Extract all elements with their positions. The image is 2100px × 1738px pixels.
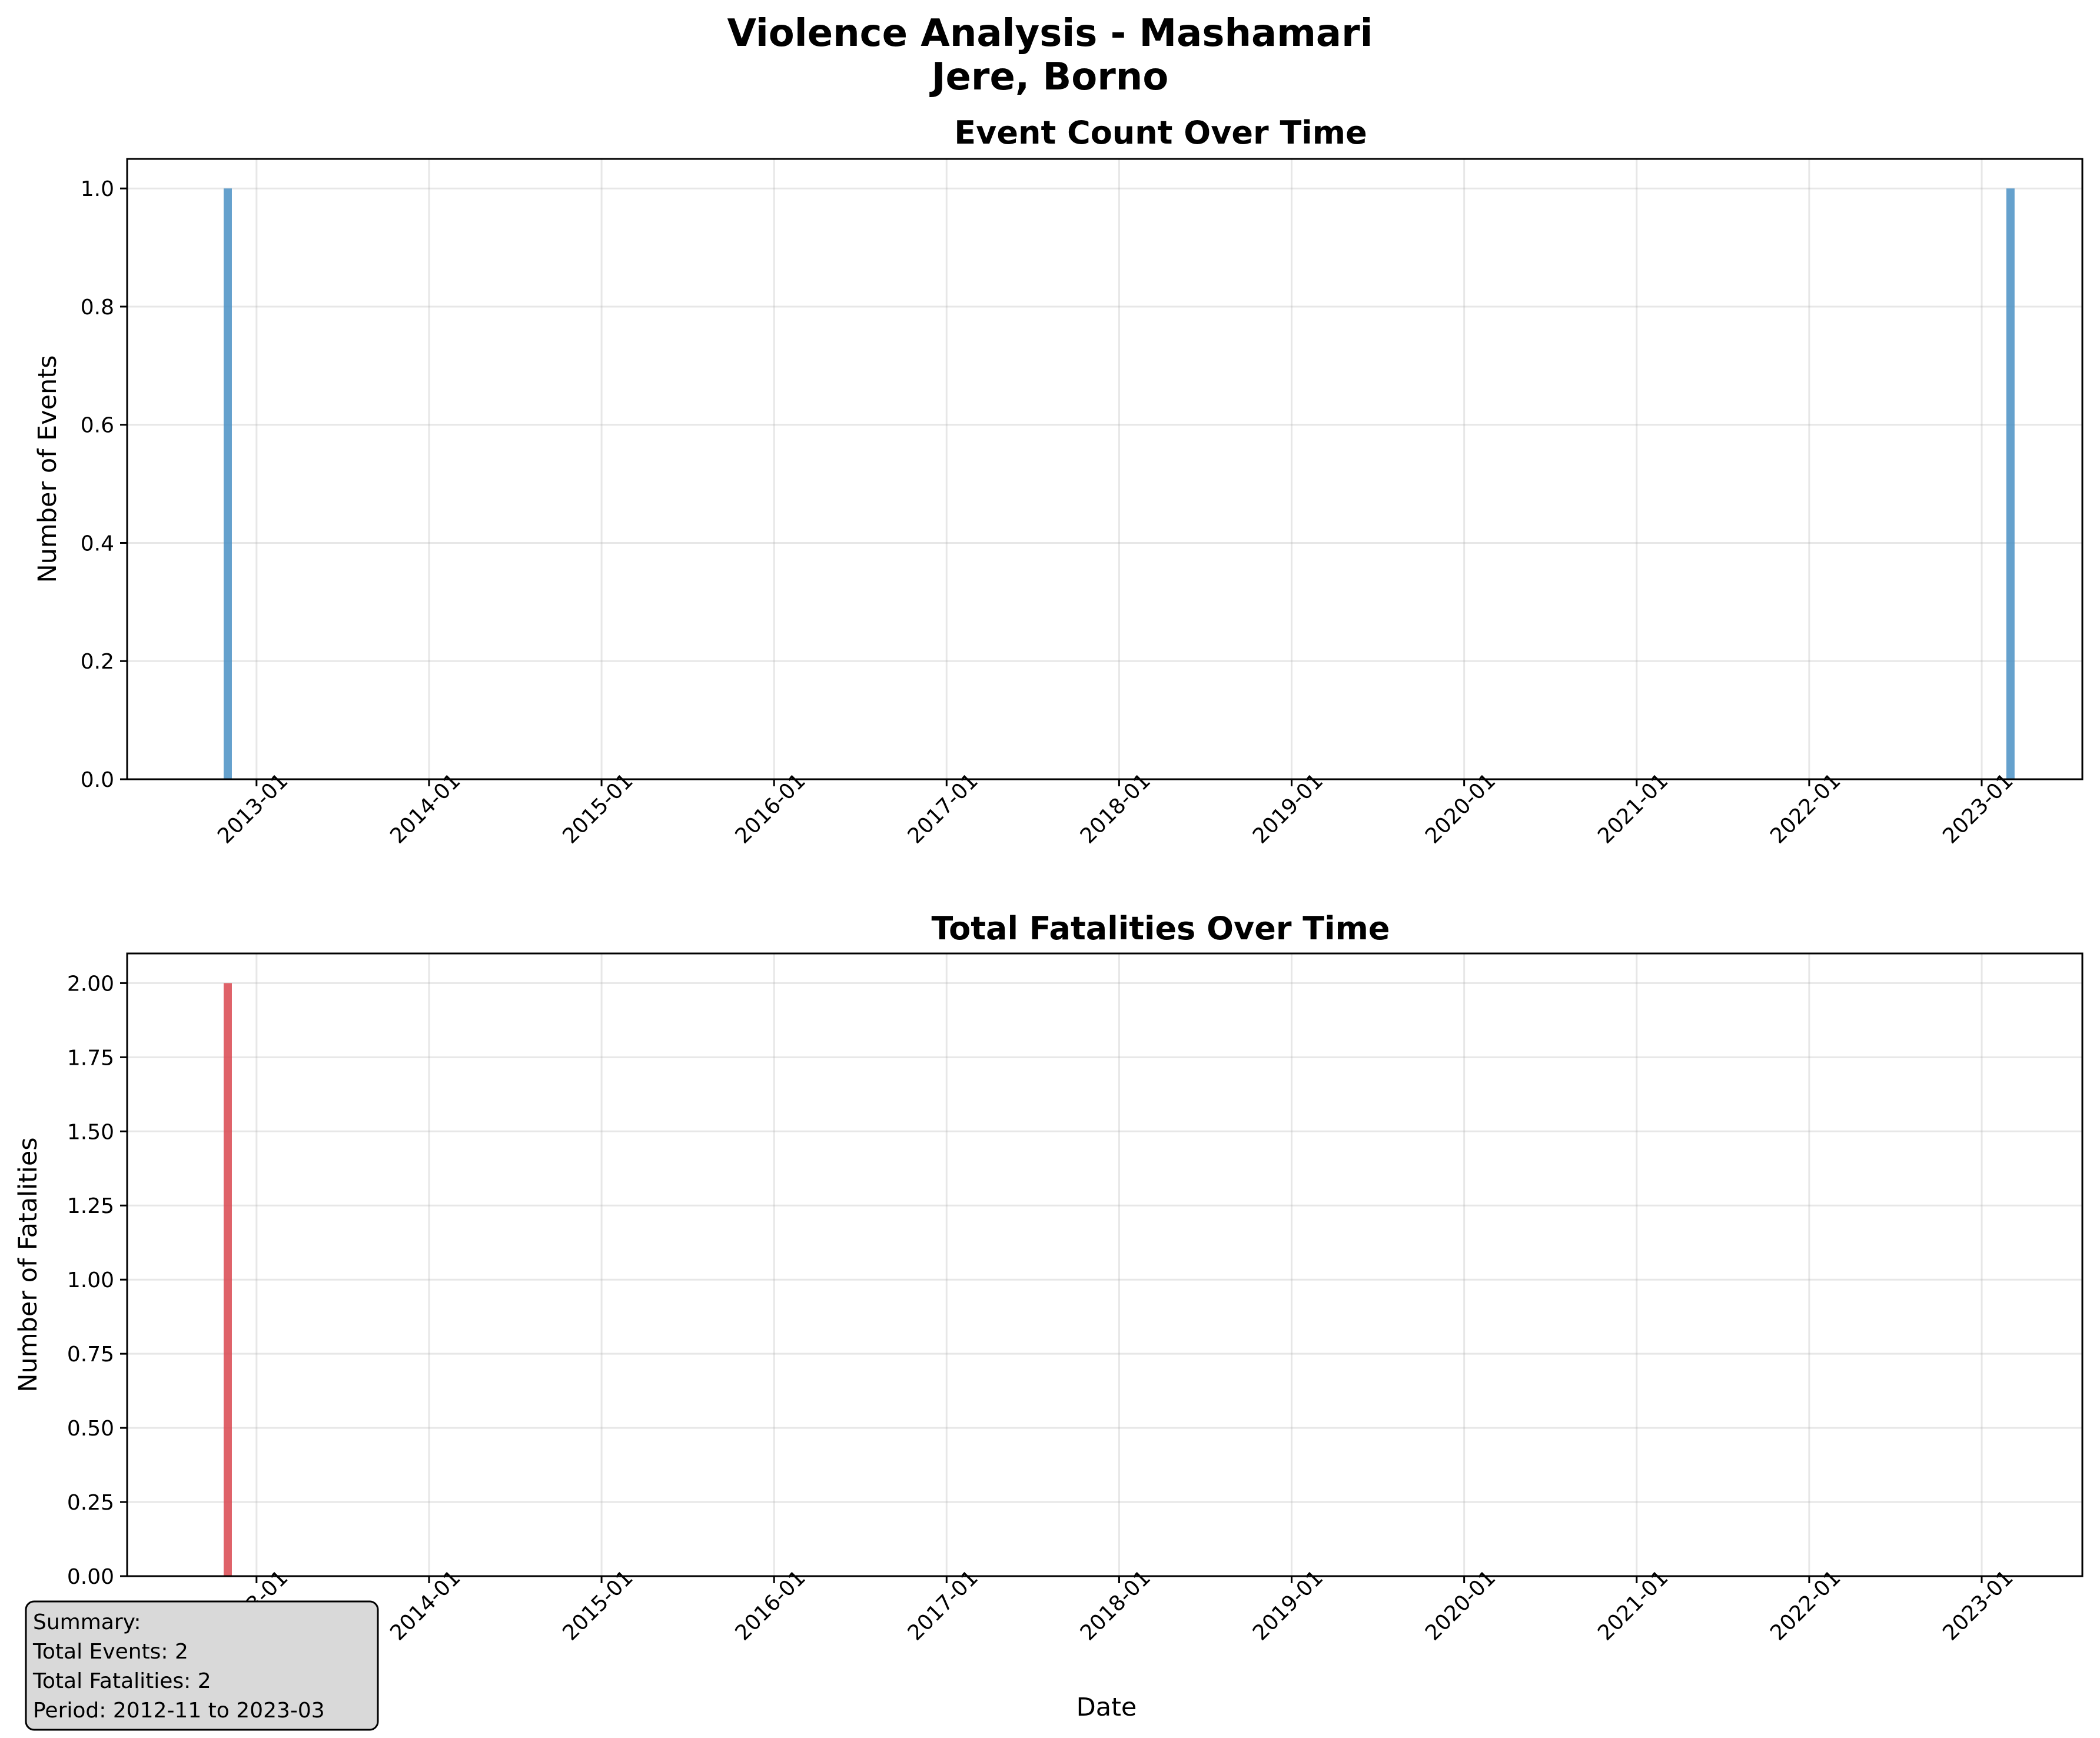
summary-period: Period: 2012-11 to 2023-03 xyxy=(33,1699,325,1723)
event-count-xtick-label: 2013-01 xyxy=(213,769,293,848)
event-count-xtick-label: 2017-01 xyxy=(903,769,983,848)
event-count-bar xyxy=(2006,188,2015,779)
event-count-xtick-label: 2020-01 xyxy=(1421,769,1500,848)
fatalities-xtick-label: 2021-01 xyxy=(1593,1566,1673,1645)
fatalities-ytick-label: 1.25 xyxy=(67,1194,114,1218)
event-count-bar xyxy=(223,188,232,779)
figure-title-line2: Jere, Borno xyxy=(929,55,1169,99)
fatalities-ytick-label: 2.00 xyxy=(67,972,114,996)
fatalities-ytick-label: 0.75 xyxy=(67,1342,114,1367)
fatalities-xtick-label: 2017-01 xyxy=(903,1566,983,1645)
fatalities-xtick-label: 2023-01 xyxy=(1938,1566,2018,1645)
fatalities-xtick-label: 2014-01 xyxy=(386,1566,465,1645)
summary-box: Summary: Total Events: 2 Total Fatalitie… xyxy=(25,1600,379,1731)
event-count-title: Event Count Over Time xyxy=(954,114,1367,151)
fatalities-ytick-label: 1.50 xyxy=(67,1120,114,1144)
event-count-ytick-label: 1.0 xyxy=(81,177,114,201)
fatalities-ylabel: Number of Fatalities xyxy=(14,1137,43,1392)
fatalities-ytick-label: 1.00 xyxy=(67,1268,114,1292)
fatalities-ytick-label: 1.75 xyxy=(67,1046,114,1070)
event-count-chart: Event Count Over Time 2013-01 2014-01 2015… xyxy=(33,114,2084,849)
event-count-xtick-label: 2023-01 xyxy=(1938,769,2018,848)
fatalities-xtick-label: 2018-01 xyxy=(1076,1566,1155,1645)
fatalities-xtick-label: 2020-01 xyxy=(1421,1566,1500,1645)
event-count-xtick-label: 2022-01 xyxy=(1766,769,1845,848)
summary-total-events: Total Events: 2 xyxy=(32,1640,188,1664)
fatalities-ytick-label: 0.25 xyxy=(67,1491,114,1515)
fatalities-chart: Total Fatalities Over Time 2013-012014-0… xyxy=(14,910,2084,1722)
event-count-ylabel: Number of Events xyxy=(33,355,62,583)
event-count-ytick-label: 0.2 xyxy=(81,650,114,674)
fatalities-ytick-label: 0.00 xyxy=(67,1565,114,1589)
summary-heading: Summary: xyxy=(33,1610,141,1634)
event-count-xtick-label: 2021-01 xyxy=(1593,769,1673,848)
fatalities-xtick-label: 2015-01 xyxy=(558,1566,637,1645)
event-count-ytick-label: 0.4 xyxy=(81,531,114,556)
event-count-ytick-label: 0.0 xyxy=(81,768,114,792)
fatalities-title: Total Fatalities Over Time xyxy=(931,910,1390,947)
event-count-xtick-label: 2015-01 xyxy=(558,769,637,848)
fatalities-xtick-label: 2022-01 xyxy=(1766,1566,1845,1645)
event-count-xtick-label: 2019-01 xyxy=(1248,769,1328,848)
fatalities-ytick-label: 0.50 xyxy=(67,1417,114,1441)
fatalities-xtick-label: 2019-01 xyxy=(1248,1566,1328,1645)
summary-total-fatalities: Total Fatalities: 2 xyxy=(32,1669,211,1693)
fatalities-xlabel: Date xyxy=(1076,1693,1137,1722)
event-count-xtick-label: 2016-01 xyxy=(730,769,810,848)
figure-title-line1: Violence Analysis - Mashamari xyxy=(727,12,1373,55)
fatalities-bar xyxy=(223,983,232,1576)
event-count-xtick-label: 2014-01 xyxy=(386,769,465,848)
summary-background xyxy=(25,1600,379,1731)
fatalities-xtick-label: 2016-01 xyxy=(730,1566,810,1645)
event-count-xtick-label: 2018-01 xyxy=(1076,769,1155,848)
fatalities-plot-frame xyxy=(126,952,2084,1577)
event-count-plot-frame xyxy=(126,158,2084,780)
event-count-ytick-label: 0.8 xyxy=(81,295,114,320)
event-count-ytick-label: 0.6 xyxy=(81,414,114,438)
